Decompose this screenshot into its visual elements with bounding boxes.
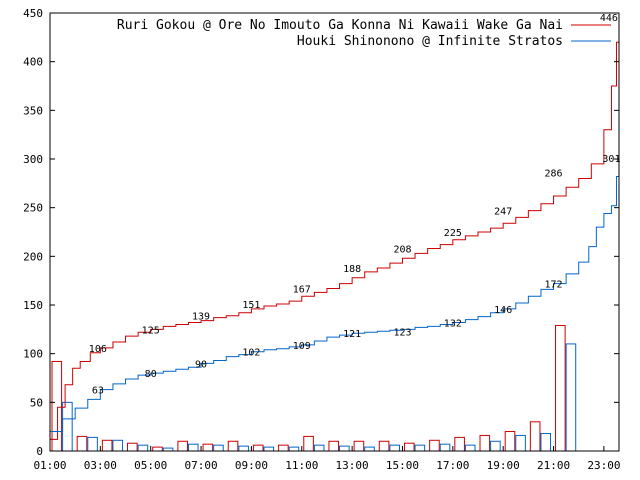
bar-series1-hour-6 — [202, 443, 214, 452]
bar-series1-hour-15 — [429, 439, 440, 452]
series-line-1 — [50, 16, 620, 440]
bar-series2-hour-17 — [490, 440, 501, 452]
data-label-series2-5: 121 — [343, 329, 361, 340]
data-label-series2-0: 63 — [92, 386, 104, 397]
x-tick-label-7: 15:00 — [386, 459, 419, 472]
bar-series2-hour-12 — [364, 446, 375, 452]
y-tick-label-9: 450 — [23, 7, 43, 20]
data-label-series2-9: 172 — [545, 280, 563, 291]
bar-series1-hour-16 — [454, 436, 465, 452]
bar-series1-hour-5 — [177, 440, 188, 452]
bar-series2-hour-19 — [540, 432, 552, 452]
bar-series2-hour-5 — [187, 443, 199, 452]
data-label-series1-7: 225 — [444, 228, 462, 239]
bar-series2-hour-2 — [112, 439, 124, 452]
bar-series1-hour-8 — [252, 444, 264, 452]
data-label-series1-0: 106 — [89, 344, 107, 355]
data-label-series1-5: 188 — [343, 264, 361, 275]
bar-series2-hour-8 — [263, 446, 275, 452]
y-tick-label-2: 100 — [23, 348, 43, 361]
x-tick-label-5: 11:00 — [285, 459, 318, 472]
y-tick-label-8: 400 — [23, 56, 43, 69]
legend-label-2: Houki Shinonono @ Infinite Stratos — [297, 34, 563, 49]
x-tick-label-0: 01:00 — [33, 459, 66, 472]
data-label-series2-6: 123 — [393, 327, 411, 338]
data-label-series1-10: 446 — [600, 13, 618, 24]
bar-series2-hour-10 — [313, 444, 325, 452]
bar-series1-hour-19 — [529, 421, 541, 452]
y-tick-label-1: 50 — [30, 396, 43, 409]
bar-series1-hour-0 — [51, 360, 63, 452]
bar-series1-hour-2 — [101, 439, 113, 452]
bar-series1-hour-20 — [555, 324, 566, 452]
y-tick-label-5: 250 — [23, 202, 43, 215]
bar-series2-hour-18 — [515, 434, 526, 452]
x-tick-label-11: 23:00 — [587, 459, 620, 472]
bar-series2-hour-9 — [288, 446, 300, 452]
bar-series2-hour-3 — [137, 444, 149, 452]
bar-series2-hour-15 — [439, 443, 451, 452]
bar-series2-hour-13 — [389, 444, 400, 452]
bar-series1-hour-14 — [403, 442, 415, 452]
plot-frame — [49, 12, 620, 452]
y-tick-label-3: 150 — [23, 299, 43, 312]
data-label-series2-7: 132 — [444, 319, 462, 330]
data-label-series2-10: 301 — [602, 154, 620, 165]
y-tick-label-0: 0 — [36, 445, 43, 458]
bar-series2-hour-0 — [62, 401, 73, 452]
data-label-series1-9: 286 — [545, 169, 563, 180]
data-label-series1-4: 167 — [293, 284, 311, 295]
bar-series1-hour-18 — [504, 431, 516, 452]
data-label-series1-8: 247 — [494, 207, 512, 218]
data-label-series2-8: 146 — [494, 305, 512, 316]
series-lines-layer — [50, 16, 620, 440]
y-tick-label-7: 350 — [23, 104, 43, 117]
bar-series1-hour-12 — [353, 440, 365, 452]
data-label-series1-6: 208 — [393, 245, 411, 256]
data-labels-layer: 106 125 139 151 167 188 208 225 247 286 446 63 80 90 1… — [89, 13, 621, 397]
bar-series1-hour-3 — [127, 442, 138, 452]
x-tick-label-4: 09:00 — [235, 459, 268, 472]
bar-series2-hour-7 — [238, 445, 249, 452]
y-tick-label-6: 300 — [23, 153, 43, 166]
bar-series1-hour-4 — [152, 446, 163, 452]
bar-series1-hour-11 — [328, 440, 340, 452]
bar-series2-hour-11 — [339, 445, 350, 452]
data-label-series2-1: 80 — [145, 369, 157, 380]
x-tick-label-9: 19:00 — [487, 459, 520, 472]
data-label-series1-1: 125 — [142, 325, 160, 336]
bar-series2-hour-14 — [414, 444, 426, 452]
bar-series2-hour-16 — [464, 444, 476, 452]
axes-layer: 0 50 100 150 200 250 300 350 400 450 01:00 03:00 05:… — [23, 7, 620, 472]
x-tick-label-1: 03:00 — [84, 459, 117, 472]
bar-series1-hour-10 — [303, 435, 314, 452]
bar-series2-hour-6 — [213, 444, 224, 452]
bar-series1-hour-1 — [76, 435, 88, 452]
x-tick-label-6: 13:00 — [336, 459, 369, 472]
data-label-series2-3: 102 — [242, 348, 260, 359]
data-label-series1-2: 139 — [192, 312, 210, 323]
data-label-series2-2: 90 — [195, 359, 207, 370]
bar-series1-hour-13 — [378, 440, 390, 452]
data-label-series1-3: 151 — [242, 300, 260, 311]
x-tick-label-8: 17:00 — [436, 459, 469, 472]
x-tick-label-2: 05:00 — [134, 459, 167, 472]
x-tick-label-10: 21:00 — [537, 459, 570, 472]
data-label-series2-4: 109 — [293, 341, 311, 352]
legend: Ruri Gokou @ Ore No Imouto Ga Konna Ni K… — [117, 18, 611, 49]
bar-series1-hour-7 — [227, 440, 239, 452]
y-tick-label-4: 200 — [23, 250, 43, 263]
legend-label-1: Ruri Gokou @ Ore No Imouto Ga Konna Ni K… — [117, 18, 563, 33]
bar-series2-hour-1 — [87, 436, 98, 452]
series-line-2 — [50, 158, 620, 433]
x-tick-label-3: 07:00 — [184, 459, 217, 472]
bar-series2-hour-20 — [565, 343, 577, 452]
bar-series1-hour-17 — [479, 434, 491, 452]
bar-series1-hour-9 — [278, 444, 289, 452]
